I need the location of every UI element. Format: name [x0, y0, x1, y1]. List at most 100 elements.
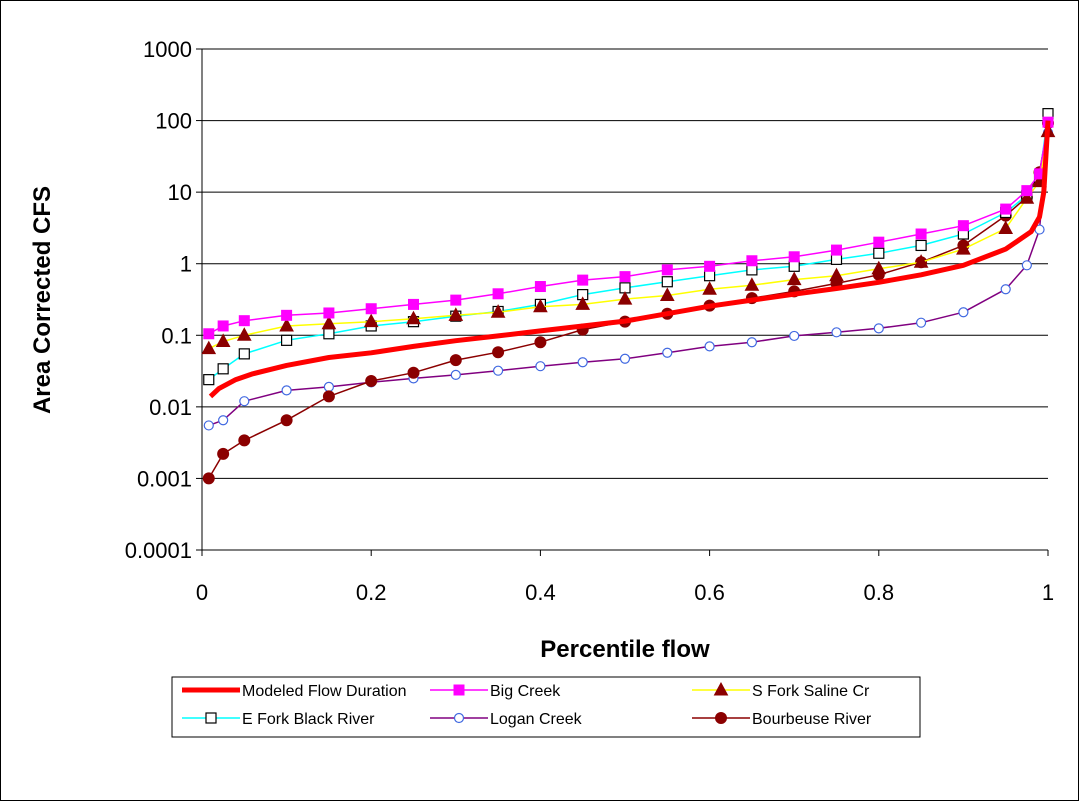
x-tick-label: 0.8: [864, 580, 895, 605]
data-point: [1019, 190, 1035, 204]
data-point: [619, 271, 631, 283]
data-point: [281, 334, 293, 346]
y-tick-label: 0.0001: [125, 538, 192, 563]
data-point: [449, 354, 462, 367]
y-tick-label: 0.01: [149, 395, 192, 420]
data-point: [577, 357, 588, 368]
gridlines: [202, 48, 1048, 479]
data-point: [492, 346, 505, 359]
data-point: [956, 241, 971, 255]
data-point: [915, 317, 927, 328]
series-modeled-flow-duration: [208, 120, 1051, 399]
data-point: [661, 276, 673, 288]
legend-box: [171, 676, 921, 738]
data-point: [281, 309, 293, 321]
data-point: [829, 267, 844, 282]
data-point: [238, 315, 250, 327]
data-point: [704, 260, 716, 272]
x-tick-label: 0: [196, 580, 208, 605]
data-point: [408, 298, 419, 310]
data-point: [1000, 203, 1012, 215]
data-point: [662, 347, 673, 358]
data-point: [704, 341, 715, 352]
data-point: [746, 255, 758, 267]
legend-item: S Fork Saline Cr: [692, 681, 870, 700]
data-point: [915, 228, 927, 240]
y-tick-label: 100: [155, 109, 192, 134]
data-point: [323, 381, 334, 393]
data-point: [239, 396, 250, 407]
data-point: [365, 303, 377, 315]
data-point: [789, 330, 800, 342]
data-point: [661, 264, 673, 276]
data-point: [534, 336, 547, 349]
data-point: [450, 294, 462, 306]
data-point: [575, 296, 591, 310]
data-point: [713, 681, 729, 696]
series-line: [208, 131, 1049, 350]
data-point: [203, 328, 215, 340]
data-point: [1021, 260, 1032, 271]
legend-label: Modeled Flow Duration: [242, 683, 407, 700]
data-point: [744, 277, 760, 291]
data-point: [715, 712, 727, 724]
data-point: [703, 270, 716, 282]
axes: [196, 48, 1049, 556]
data-point: [217, 320, 229, 332]
data-point: [205, 712, 217, 724]
data-point: [490, 304, 506, 318]
data-point: [238, 348, 250, 360]
series-e-fork-black-river: [203, 108, 1054, 386]
data-point: [238, 434, 251, 447]
x-tick-labels: 0 0.2 0.4 0.6 0.8 1: [196, 580, 1054, 605]
data-point: [534, 281, 546, 293]
legend-item: Logan Creek: [430, 711, 583, 728]
data-point: [788, 251, 800, 263]
series-line: [208, 113, 1049, 381]
data-point: [873, 236, 885, 248]
x-tick-label: 1: [1042, 580, 1054, 605]
data-point: [218, 415, 229, 426]
data-point: [535, 361, 546, 372]
data-point: [450, 369, 461, 380]
data-point: [279, 317, 294, 332]
data-point: [202, 472, 215, 485]
data-point: [448, 307, 464, 321]
y-tick-label: 1000: [143, 37, 192, 62]
data-point: [913, 254, 929, 268]
data-point: [321, 315, 337, 330]
series-line: [208, 120, 1051, 399]
data-point: [203, 374, 215, 386]
y-axis-title: Area Corrected CFS: [29, 186, 56, 414]
data-point: [492, 288, 504, 300]
data-point: [1021, 185, 1033, 197]
data-point: [702, 281, 717, 295]
legend-label: E Fork Black River: [242, 711, 375, 728]
data-point: [1000, 284, 1011, 295]
y-tick-labels: 0.0001 0.001 0.01 0.1 1 10 100 1000: [125, 37, 192, 563]
data-point: [577, 274, 589, 286]
data-point: [957, 220, 969, 232]
data-point: [322, 390, 335, 403]
data-point: [831, 244, 842, 256]
data-point: [323, 307, 335, 319]
y-tick-label: 1: [180, 252, 192, 277]
data-point: [363, 313, 379, 328]
data-point: [746, 337, 758, 348]
legend-item: Bourbeuse River: [692, 711, 872, 728]
legend-label: S Fork Saline Cr: [752, 683, 870, 700]
data-point: [871, 260, 887, 275]
data-point: [407, 366, 420, 379]
data-point: [873, 247, 885, 259]
data-point: [746, 264, 758, 276]
data-point: [788, 260, 800, 272]
data-point: [453, 712, 465, 724]
x-axis-title: Percentile flow: [540, 636, 710, 663]
data-point: [617, 291, 633, 305]
data-point: [280, 414, 293, 427]
x-tick-label: 0.2: [356, 580, 387, 605]
data-point: [786, 271, 802, 286]
data-point: [453, 684, 465, 696]
